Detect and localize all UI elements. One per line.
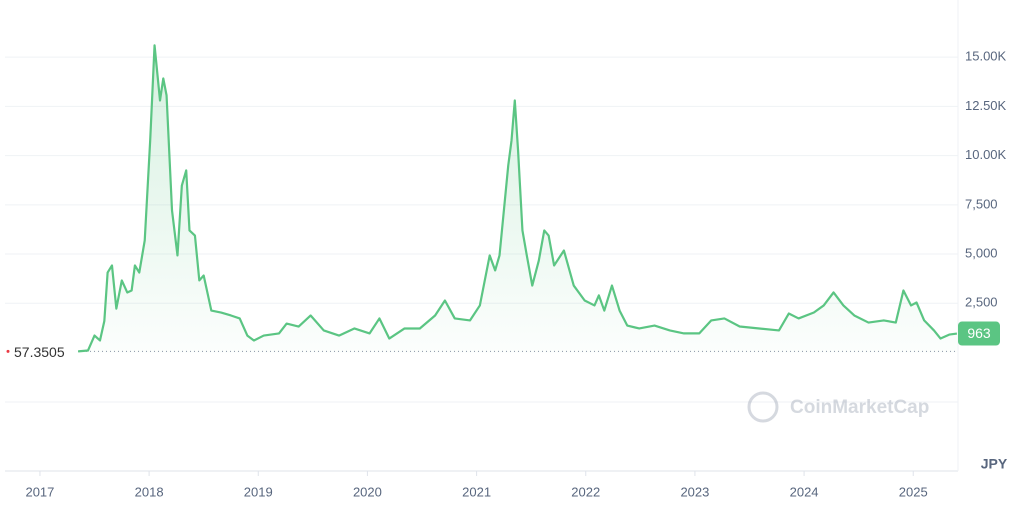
watermark-text: CoinMarketCap [790,397,929,418]
x-tick-label: 2019 [244,484,273,499]
price-line [78,44,958,353]
x-tick-label: 2021 [462,484,491,499]
x-tick-label: 2018 [135,484,164,499]
x-tick-label: 2023 [680,484,709,499]
last-price-label: 963 [967,325,991,341]
watermark-logo [747,391,779,423]
start-price-label: 57.3505 [14,344,65,360]
watermark: CoinMarketCap [747,391,929,423]
x-tick-label: 2020 [353,484,382,499]
y-tick-label: 15.00K [965,49,1007,64]
x-tick-label: 2017 [25,484,54,499]
y-tick-label: 12.50K [965,98,1007,113]
y-tick-label: 7,500 [965,196,998,211]
start-price-dot [6,349,10,353]
x-tick-label: 2022 [571,484,600,499]
y-tick-label: 5,000 [965,245,998,260]
y-tick-label: 2,500 [965,295,998,310]
x-tick-label: 2025 [899,484,928,499]
x-tick-label: 2024 [790,484,819,499]
currency-label: JPY [981,456,1008,472]
last-price-badge [958,321,1000,346]
y-tick-label: 10.00K [965,147,1007,162]
area [78,45,957,353]
